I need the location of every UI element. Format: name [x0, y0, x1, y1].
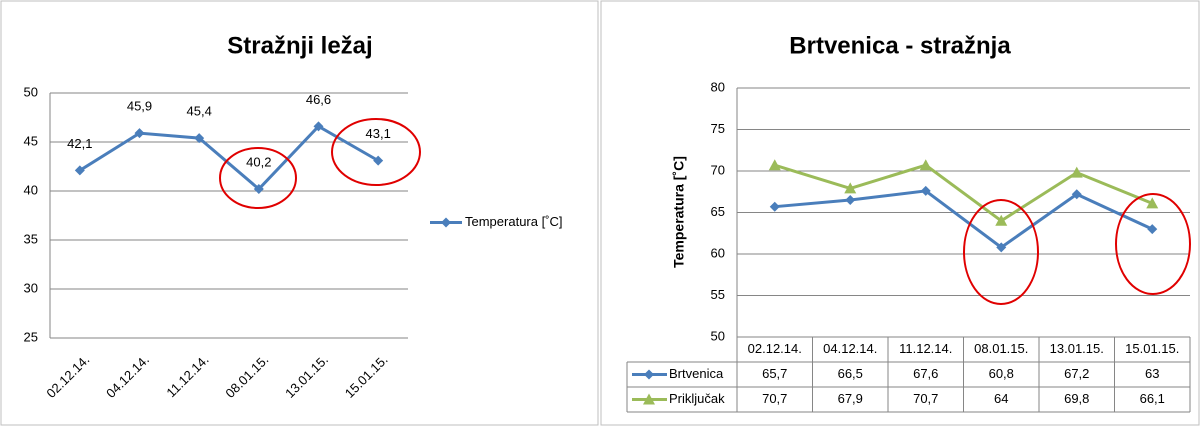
x-tick-label: 08.01.15.	[222, 352, 271, 401]
table-cell: 65,7	[762, 366, 787, 381]
table-cell: 60,8	[989, 366, 1014, 381]
table-cell: 67,9	[838, 391, 863, 406]
y-tick-label: 30	[24, 280, 38, 295]
y-tick-label: 70	[711, 162, 725, 177]
marker	[920, 185, 931, 196]
highlight	[219, 147, 297, 209]
marker	[768, 159, 781, 171]
marker	[1146, 197, 1159, 209]
y-tick-label: 50	[24, 84, 38, 99]
table-header: 15.01.15.	[1125, 341, 1179, 356]
x-tick-label: 15.01.15.	[342, 352, 391, 401]
table-cell: 63	[1145, 366, 1159, 381]
marker	[996, 242, 1007, 253]
data-label: 45,4	[187, 104, 212, 119]
highlight	[963, 199, 1039, 305]
chart-title: Brtvenica - stražnja	[789, 32, 1011, 59]
table-cell: 69,8	[1064, 391, 1089, 406]
x-tick-label: 04.12.14.	[103, 352, 152, 401]
marker	[1071, 189, 1082, 200]
data-label: 45,9	[127, 99, 152, 114]
marker	[1147, 224, 1158, 235]
y-tick-label: 45	[24, 133, 38, 148]
table-cell: 70,7	[913, 391, 938, 406]
x-tick-label: 11.12.14.	[163, 352, 211, 400]
y-tick-label: 25	[24, 329, 38, 344]
marker	[313, 121, 324, 132]
marker	[845, 195, 856, 206]
table-header: 08.01.15.	[974, 341, 1028, 356]
y-tick-label: 60	[711, 245, 725, 260]
panel-border	[600, 0, 1200, 426]
table-cell: 64	[994, 391, 1008, 406]
marker	[995, 214, 1008, 226]
data-label: 46,6	[306, 92, 331, 107]
marker	[919, 159, 932, 171]
marker	[253, 184, 264, 195]
marker	[644, 369, 654, 380]
table-cell: 67,6	[913, 366, 938, 381]
marker	[1070, 166, 1083, 178]
data-label: 40,2	[246, 154, 271, 169]
chart-title: Stražnji ležaj	[227, 32, 372, 59]
data-label: 42,1	[67, 136, 92, 151]
marker	[74, 165, 85, 176]
marker	[769, 201, 780, 212]
highlight-ellipses	[219, 118, 1191, 305]
legend-label: Priključak	[669, 391, 725, 406]
y-tick-label: 55	[711, 287, 725, 302]
highlight	[331, 118, 421, 186]
legend-label: Brtvenica	[669, 366, 724, 381]
marker	[643, 393, 655, 405]
data-label: 43,1	[366, 126, 391, 141]
highlight	[1115, 193, 1191, 295]
marker	[373, 155, 384, 166]
series-line	[774, 163, 1153, 223]
series-line	[79, 124, 379, 192]
table-header: 11.12.14.	[899, 341, 952, 356]
series-line	[774, 189, 1153, 250]
table-cell: 70,7	[762, 391, 787, 406]
x-tick-label: 13.01.15.	[282, 352, 331, 401]
marker	[134, 128, 145, 139]
table-header: 04.12.14.	[823, 341, 877, 356]
table-cell: 67,2	[1064, 366, 1089, 381]
table-cell: 66,1	[1140, 391, 1165, 406]
y-tick-label: 50	[711, 328, 725, 343]
y-tick-label: 80	[711, 79, 725, 94]
panel-border	[0, 0, 599, 426]
marker	[844, 182, 857, 194]
y-axis-label: Temperatura [˚C]	[671, 156, 687, 268]
marker	[194, 133, 205, 144]
table-header: 13.01.15.	[1050, 341, 1104, 356]
y-tick-label: 75	[711, 121, 725, 136]
marker	[441, 217, 451, 228]
y-tick-label: 35	[24, 231, 38, 246]
table-header: 02.12.14.	[748, 341, 802, 356]
y-tick-label: 65	[711, 204, 725, 219]
table-cell: 66,5	[838, 366, 863, 381]
legend-label: Temperatura [˚C]	[465, 214, 563, 229]
x-tick-label: 02.12.14.	[43, 352, 92, 401]
y-tick-label: 40	[24, 182, 38, 197]
